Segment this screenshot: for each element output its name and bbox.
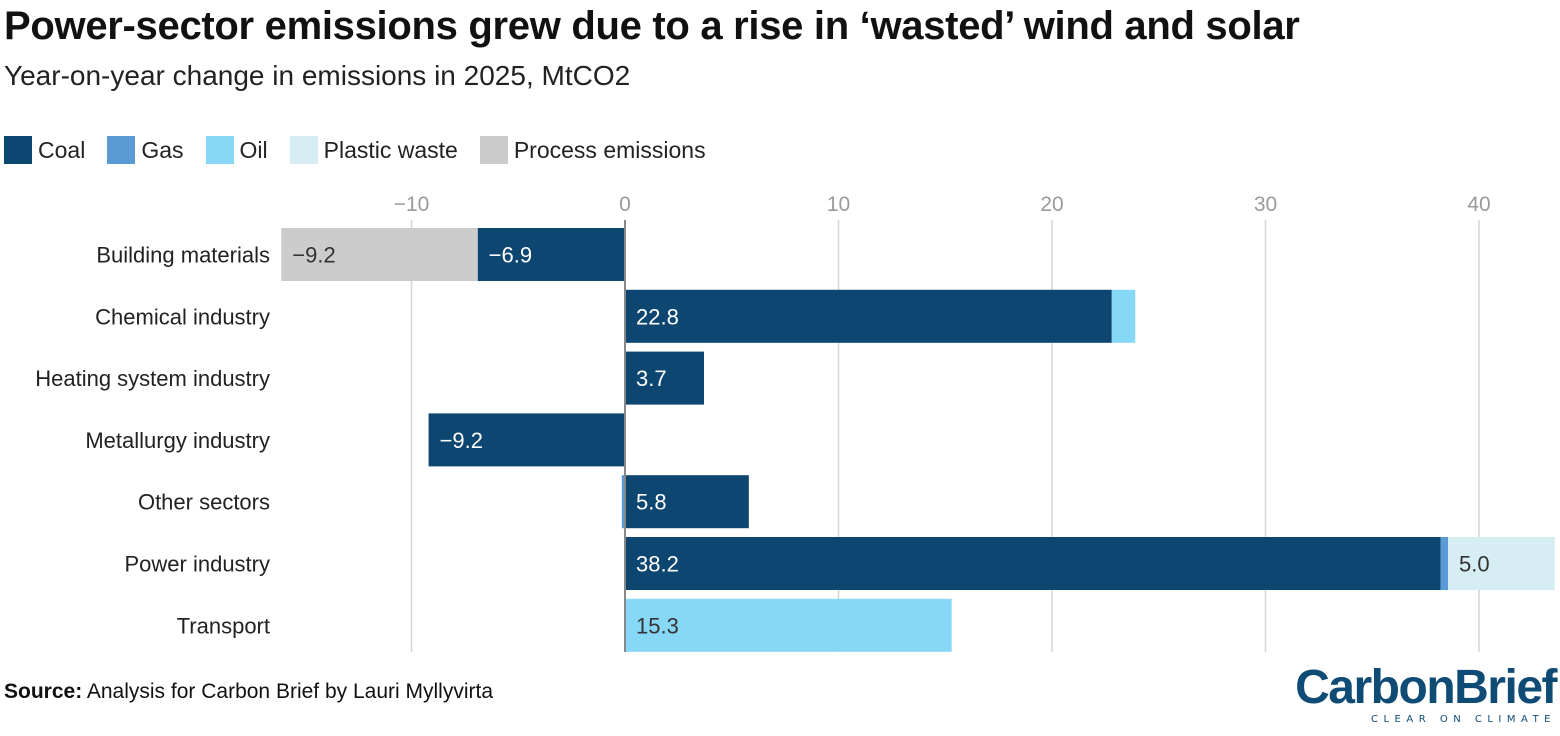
category-label: Power industry [124,552,270,577]
data-label: −6.9 [489,243,532,268]
bar-other-sectors-coal [625,475,749,529]
legend-swatch-gas [107,136,136,164]
source-text: Analysis for Carbon Brief by Lauri Mylly… [82,680,493,703]
legend-label-plastic-waste: Plastic waste [323,136,458,163]
data-label: 38.2 [636,552,679,577]
bar-power-industry-plastic-waste [1448,537,1555,590]
bar-power-industry-gas [1440,537,1449,590]
bar-heating-system-industry-coal [625,351,704,405]
source-label: Source: [4,680,83,703]
legend-item-oil: Oil [205,136,268,164]
legend-label-oil: Oil [239,136,268,163]
legend-swatch-process-emissions [479,136,508,164]
legend-label-process-emissions: Process emissions [513,136,706,163]
data-label: 22.8 [636,304,679,329]
data-label: −9.2 [440,428,483,453]
x-tick-label: −10 [394,193,430,216]
bar-other-sectors-gas [621,475,625,529]
bar-building-materials-coal [477,228,625,281]
x-tick-label: 10 [827,193,850,216]
legend: Coal Gas Oil Plastic waste Process emissions [4,136,728,164]
data-label: 5.0 [1459,552,1490,577]
legend-item-process-emissions: Process emissions [479,136,706,164]
category-label: Transport [177,613,270,638]
category-label: Heating system industry [35,366,270,391]
x-tick-label: 20 [1040,193,1063,216]
logo-tagline: CLEAR ON CLIMATE [1371,714,1556,725]
chart-subtitle: Year-on-year change in emissions in 2025… [4,60,631,91]
bar-chemical-industry-coal [625,289,1112,343]
data-label: 5.8 [636,490,667,515]
category-label: Building materials [96,243,270,268]
data-label: 3.7 [636,366,667,391]
legend-label-gas: Gas [141,136,184,163]
bar-chemical-industry-oil [1111,289,1136,343]
logo-wordmark: CarbonBrief [1295,661,1557,714]
legend-item-gas: Gas [107,136,184,164]
category-label: Metallurgy industry [85,428,270,453]
x-tick-label: 40 [1467,193,1490,216]
carbon-brief-logo: CarbonBrief CLEAR ON CLIMATE [1295,661,1557,726]
bar-metallurgy-industry-coal [428,413,625,467]
legend-swatch-plastic-waste [289,136,318,164]
legend-swatch-coal [4,136,32,164]
bar-power-industry-coal [625,537,1441,590]
legend-swatch-oil [205,136,234,164]
x-tick-label: 0 [619,193,631,216]
x-tick-label: 30 [1254,193,1277,216]
legend-item-plastic-waste: Plastic waste [289,136,458,164]
bar-building-materials-process-emissions [281,228,478,281]
category-label: Chemical industry [95,304,270,329]
category-label: Other sectors [138,490,270,515]
legend-item-coal: Coal [4,136,85,164]
bar-transport-oil [625,598,952,652]
source-note: Source: Analysis for Carbon Brief by Lau… [4,680,493,704]
chart-title: Power-sector emissions grew due to a ris… [4,4,1300,48]
data-label: −9.2 [292,243,335,268]
data-label: 15.3 [636,613,679,638]
legend-label-coal: Coal [38,136,86,163]
